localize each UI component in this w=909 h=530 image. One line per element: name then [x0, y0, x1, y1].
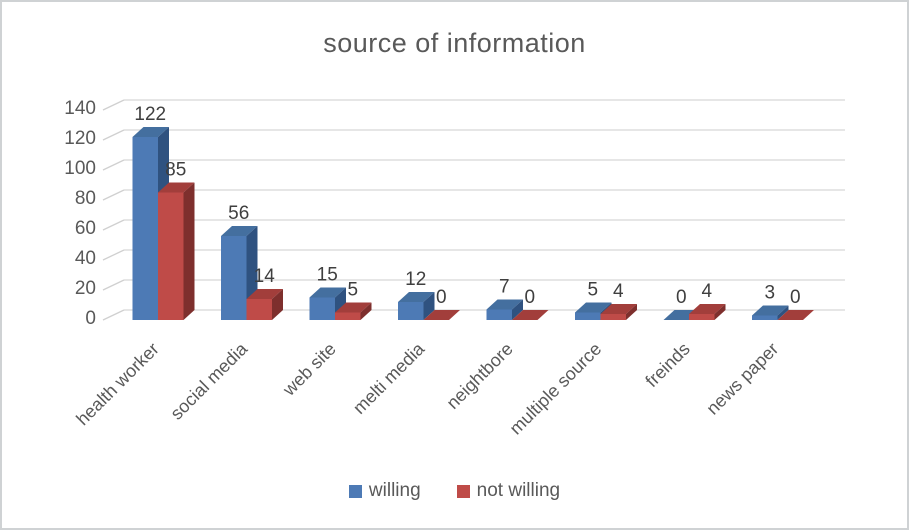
legend-item-not-willing: not willing: [456, 480, 561, 502]
category-label-multiple-source: multiple source: [506, 339, 606, 439]
bar-willing-web-site-top: [309, 287, 346, 298]
bar-willing-multiple-source: [575, 312, 601, 320]
bar-willing-melti-media-side: [423, 292, 435, 320]
chart-title: source of information: [323, 28, 586, 58]
y-axis-tick-0: [102, 309, 125, 321]
value-label-not-willing-freinds: 4: [701, 281, 712, 302]
bar-willing-social-media-top: [221, 226, 258, 236]
bar-willing-health-worker-top: [132, 127, 169, 137]
bar-not-willing-multiple-source: [600, 314, 626, 320]
value-label-willing-melti-media: 12: [405, 269, 426, 290]
bar-willing-multiple-source-top: [575, 302, 612, 313]
bar-not-willing-health-worker-top: [158, 182, 195, 193]
bar-willing-news-paper-top: [752, 305, 789, 316]
bar-willing-neightbore-side: [512, 299, 523, 320]
value-label-not-willing-news-paper: 0: [790, 287, 801, 308]
bar-not-willing-social-media-top: [246, 289, 283, 299]
value-label-not-willing-social-media: 14: [254, 266, 276, 287]
bar-not-willing-health-worker-side: [183, 182, 195, 320]
bar-willing-melti-media-top: [398, 292, 435, 302]
value-label-willing-web-site: 15: [317, 265, 338, 286]
legend-item-willing: willing: [348, 480, 421, 502]
category-label-health-worker: health worker: [72, 339, 163, 430]
value-label-willing-health-worker: 122: [134, 104, 166, 125]
value-label-willing-neightbore: 7: [499, 277, 510, 298]
bar-willing-social-media: [221, 236, 247, 320]
bar-willing-health-worker: [132, 137, 158, 320]
y-axis-tick-100: [102, 159, 125, 171]
value-label-willing-freinds: 0: [676, 287, 687, 308]
y-axis-label-140: 140: [64, 98, 96, 119]
bar-not-willing-web-site-top: [335, 302, 372, 313]
category-label-melti-media: melti media: [349, 338, 429, 418]
value-label-willing-multiple-source: 5: [587, 280, 598, 301]
category-label-news-paper: news paper: [702, 339, 782, 419]
bar-not-willing-freinds: [689, 314, 715, 320]
value-label-not-willing-neightbore: 0: [524, 287, 535, 308]
value-label-not-willing-web-site: 5: [347, 280, 358, 301]
value-label-willing-social-media: 56: [228, 203, 249, 224]
bar-willing-melti-media: [398, 302, 424, 320]
y-axis-label-120: 120: [64, 128, 96, 149]
bar-not-willing-melti-media: [423, 310, 460, 320]
legend-swatch-willing: [348, 484, 362, 498]
bar-willing-neightbore: [486, 309, 512, 320]
bar-not-willing-health-worker: [158, 192, 184, 320]
legend-swatch-not-willing: [456, 484, 470, 498]
legend-label-not-willing: not willing: [476, 480, 561, 501]
y-axis-label-60: 60: [75, 218, 96, 239]
value-label-not-willing-melti-media: 0: [436, 287, 447, 308]
category-label-social-media: social media: [166, 338, 252, 424]
category-label-web-site: web site: [278, 339, 340, 401]
bar-willing-news-paper-side: [777, 305, 789, 320]
bar-willing-news-paper: [752, 315, 778, 320]
bar-not-willing-multiple-source-top: [600, 304, 637, 314]
value-label-not-willing-multiple-source: 4: [613, 281, 624, 302]
y-axis-tick-140: [102, 99, 125, 111]
y-axis-tick-120: [102, 129, 125, 141]
bar-not-willing-news-paper: [777, 310, 814, 320]
bar-not-willing-web-site: [335, 312, 361, 320]
value-label-willing-news-paper: 3: [764, 283, 775, 304]
y-axis-label-20: 20: [75, 278, 96, 299]
y-axis-tick-40: [102, 249, 125, 261]
y-axis-tick-20: [102, 279, 125, 291]
y-axis-label-0: 0: [85, 308, 96, 329]
bar-not-willing-social-media-side: [272, 289, 283, 320]
value-label-not-willing-health-worker: 85: [165, 160, 186, 181]
bar-willing-neightbore-top: [486, 299, 523, 310]
bar-not-willing-freinds-side: [714, 304, 726, 320]
bar-willing-web-site: [309, 297, 335, 320]
category-label-freinds: freinds: [641, 339, 693, 391]
y-axis-tick-60: [102, 219, 125, 231]
bar-not-willing-social-media: [246, 299, 272, 320]
y-axis-label-40: 40: [75, 248, 96, 269]
y-axis-label-80: 80: [75, 188, 96, 209]
bar-not-willing-freinds-top: [689, 304, 726, 314]
legend: willing not willing: [2, 480, 907, 502]
bar-not-willing-multiple-source-side: [626, 304, 637, 320]
y-axis-tick-80: [102, 189, 125, 201]
bar-not-willing-neightbore: [512, 310, 549, 320]
bar-not-willing-web-site-side: [360, 302, 372, 320]
legend-label-willing: willing: [368, 480, 421, 501]
category-label-neightbore: neightbore: [443, 339, 517, 413]
y-axis-label-100: 100: [64, 158, 96, 179]
